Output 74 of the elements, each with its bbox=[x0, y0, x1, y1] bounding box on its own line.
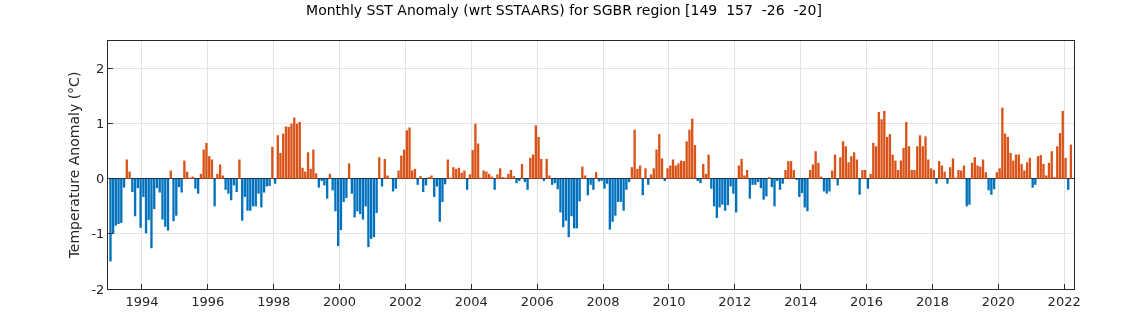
x-tick-label: 2002 bbox=[388, 293, 423, 309]
x-tick-label: 2006 bbox=[520, 293, 554, 309]
bar bbox=[205, 142, 208, 179]
bar bbox=[858, 178, 861, 195]
bar bbox=[806, 178, 809, 212]
y-axis-title: Temperature Anomaly (°C) bbox=[66, 71, 83, 260]
bar bbox=[990, 178, 993, 195]
bar bbox=[666, 168, 669, 179]
bar bbox=[581, 166, 584, 179]
y-tick-label: 2 bbox=[96, 61, 105, 77]
bar bbox=[180, 178, 183, 193]
bar bbox=[183, 160, 186, 179]
x-tick-label: 2014 bbox=[784, 293, 818, 309]
bar bbox=[493, 178, 496, 190]
bar bbox=[224, 178, 227, 190]
x-tick-label: 2008 bbox=[586, 293, 620, 309]
bar bbox=[762, 178, 765, 200]
bar bbox=[463, 170, 466, 179]
x-tick-label: 2012 bbox=[718, 293, 752, 309]
bar bbox=[707, 154, 710, 179]
bar bbox=[592, 178, 595, 190]
bar bbox=[260, 178, 263, 208]
bar bbox=[622, 178, 625, 211]
bar bbox=[474, 123, 477, 179]
bar bbox=[924, 136, 927, 179]
bar bbox=[740, 158, 743, 179]
bar bbox=[482, 170, 485, 179]
bar bbox=[633, 129, 636, 179]
bar bbox=[995, 172, 999, 179]
bar bbox=[345, 178, 348, 199]
bar bbox=[526, 178, 529, 190]
x-tick-label: 2004 bbox=[454, 293, 488, 309]
bar bbox=[213, 178, 216, 207]
bar bbox=[987, 178, 990, 191]
x-tick-label: 2022 bbox=[1047, 293, 1081, 309]
bar bbox=[238, 159, 241, 179]
y-tick-label: -2 bbox=[91, 281, 105, 297]
x-tick-label: 2018 bbox=[915, 293, 949, 309]
bar bbox=[498, 168, 502, 179]
y-tick-label: 1 bbox=[96, 116, 105, 132]
bar bbox=[603, 178, 606, 189]
bar bbox=[109, 178, 112, 262]
y-tick-label: 0 bbox=[96, 171, 105, 187]
bar bbox=[946, 178, 949, 184]
bar bbox=[312, 149, 315, 179]
x-tick-label: 1998 bbox=[257, 293, 291, 309]
x-tick-label: 2000 bbox=[323, 293, 357, 309]
x-tick-label: 1994 bbox=[125, 293, 159, 309]
x-tick-label: 1996 bbox=[191, 293, 225, 309]
bar bbox=[139, 178, 142, 228]
bar bbox=[765, 178, 768, 197]
bar bbox=[872, 142, 875, 179]
bar bbox=[773, 178, 776, 207]
x-tick-label: 2010 bbox=[652, 293, 686, 309]
bar bbox=[836, 178, 839, 186]
bar bbox=[150, 178, 153, 249]
bar bbox=[1001, 107, 1004, 179]
bar bbox=[172, 178, 175, 222]
x-tick-label: 2020 bbox=[981, 293, 1015, 309]
bar bbox=[883, 110, 886, 179]
bar bbox=[597, 178, 601, 182]
y-tick-label: -1 bbox=[91, 226, 105, 242]
bar bbox=[271, 146, 274, 179]
bar bbox=[814, 151, 817, 179]
bar bbox=[644, 168, 647, 179]
bar bbox=[353, 178, 356, 218]
bar bbox=[507, 173, 510, 179]
bar bbox=[460, 172, 463, 179]
bar bbox=[367, 178, 370, 248]
bar bbox=[935, 178, 938, 184]
bar bbox=[419, 176, 422, 179]
chart-title: Monthly SST Anomaly (wrt SSTAARS) for SGBR region [149 157 -26 -20] bbox=[306, 1, 822, 18]
x-tick-label: 2016 bbox=[849, 293, 884, 309]
bar bbox=[594, 172, 598, 179]
